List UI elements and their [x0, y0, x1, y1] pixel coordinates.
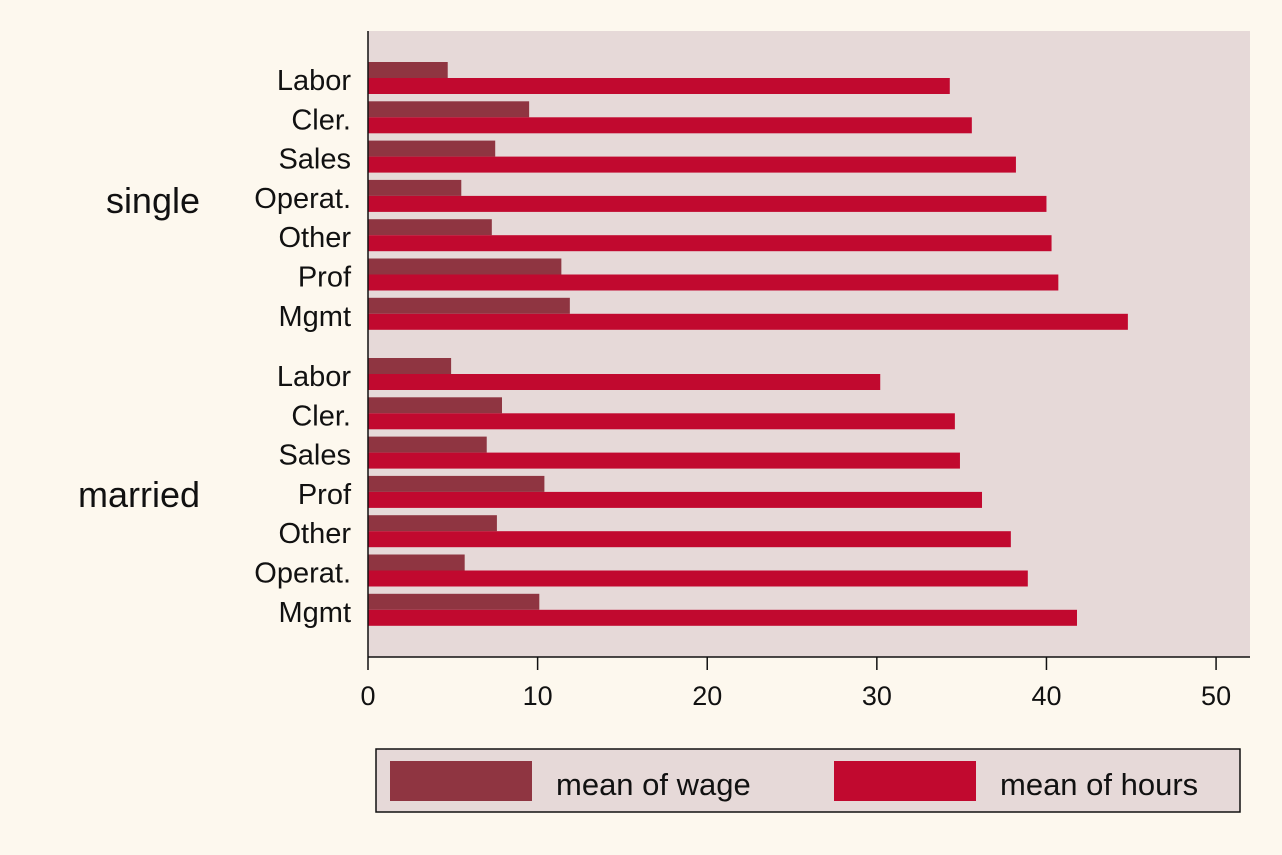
bar-single-mgmt-hours	[368, 313, 1128, 330]
legend-label-wage: mean of wage	[556, 767, 751, 802]
bar-married-mgmt-hours	[368, 609, 1077, 626]
bar-married-sales-hours	[368, 452, 960, 469]
bar-single-mgmt-wage	[368, 297, 570, 314]
bar-married-cler-wage	[368, 397, 502, 414]
x-tick-label: 50	[1201, 681, 1231, 711]
bar-single-operat-hours	[368, 195, 1047, 212]
category-label: Mgmt	[279, 301, 352, 333]
bar-single-other-hours	[368, 235, 1052, 252]
bar-single-cler-hours	[368, 117, 972, 134]
x-tick-label: 0	[360, 681, 375, 711]
bar-single-sales-hours	[368, 156, 1016, 173]
category-label: Operat.	[254, 183, 351, 215]
category-label: Other	[278, 518, 351, 550]
legend: mean of wage mean of hours	[375, 748, 1241, 813]
category-label: Prof	[298, 479, 352, 511]
category-label: Other	[278, 222, 351, 254]
bar-married-operat-wage	[368, 554, 465, 571]
bar-single-cler-wage	[368, 101, 530, 118]
bar-single-prof-hours	[368, 274, 1059, 291]
bar-married-other-wage	[368, 515, 497, 532]
x-tick-label: 10	[523, 681, 553, 711]
bar-married-prof-hours	[368, 491, 983, 508]
x-tick-label: 20	[692, 681, 722, 711]
category-label: Labor	[277, 65, 352, 97]
group-label-single: single	[106, 180, 200, 221]
bar-single-sales-wage	[368, 140, 496, 157]
category-label: Labor	[277, 361, 352, 393]
bar-single-operat-wage	[368, 179, 462, 196]
bars-layer	[368, 62, 1128, 626]
x-tick-label: 40	[1031, 681, 1061, 711]
category-label: Operat.	[254, 558, 351, 590]
category-label: Sales	[278, 144, 351, 176]
category-label: Sales	[278, 440, 351, 472]
category-label: Cler.	[291, 104, 351, 136]
bar-single-labor-wage	[368, 62, 448, 78]
legend-swatch-hours	[834, 761, 976, 801]
category-label: Cler.	[291, 400, 351, 432]
category-labels: Labor Cler. Sales Operat. Other Prof Mgmt Labor…	[254, 65, 352, 629]
bar-single-labor-hours	[368, 78, 950, 94]
plot-area	[368, 31, 1250, 657]
category-label: Mgmt	[279, 597, 352, 629]
bar-married-prof-wage	[368, 475, 545, 492]
category-label: Prof	[298, 262, 352, 294]
legend-label-hours: mean of hours	[1000, 767, 1198, 802]
bar-married-other-hours	[368, 531, 1011, 548]
x-tick-label: 30	[862, 681, 892, 711]
bar-married-operat-hours	[368, 570, 1028, 587]
group-labels: single married	[78, 180, 200, 515]
bar-single-other-wage	[368, 219, 492, 236]
x-axis-ticks: 0 10 20 30 40 50	[360, 657, 1231, 711]
group-label-married: married	[78, 474, 200, 515]
bar-married-labor-wage	[368, 358, 452, 374]
bar-single-prof-wage	[368, 258, 562, 275]
legend-swatch-wage	[390, 761, 532, 801]
bar-married-sales-wage	[368, 436, 487, 453]
bar-married-labor-hours	[368, 374, 881, 390]
bar-married-cler-hours	[368, 413, 955, 430]
bar-married-mgmt-wage	[368, 593, 540, 610]
